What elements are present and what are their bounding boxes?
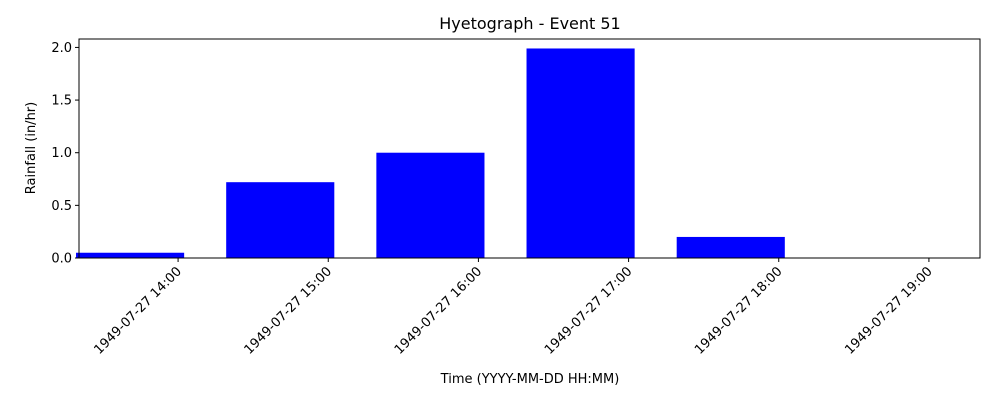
y-tick-label: 1.5	[51, 94, 72, 109]
bar-1	[226, 182, 335, 258]
axes-layer: 0.0 0.5 1.0 1.5 2.0 1949-07-27 14:00 1949-07-2…	[51, 38, 981, 358]
y-tick-label: 0.5	[51, 199, 72, 214]
plot-frame	[78, 38, 981, 259]
x-tick-label: 1949-07-27 15:00	[242, 264, 335, 357]
x-tick-label: 1949-07-27 16:00	[392, 264, 485, 357]
y-tick-label: 2.0	[51, 41, 72, 56]
bars-layer	[76, 48, 785, 259]
chart-title: Hyetograph - Event 51	[439, 14, 620, 33]
x-axis-title: Time (YYYY-MM-DD HH:MM)	[440, 372, 620, 387]
bar-3	[526, 48, 635, 259]
bar-0	[76, 252, 185, 258]
x-tick-label: 1949-07-27 17:00	[542, 264, 635, 357]
x-tick-label: 1949-07-27 18:00	[692, 264, 785, 357]
x-tick-label: 1949-07-27 14:00	[91, 264, 184, 357]
y-tick-label: 0.0	[51, 252, 72, 267]
y-tick-label: 1.0	[51, 146, 72, 161]
bar-2	[376, 152, 485, 258]
y-axis-title: Rainfall (in/hr)	[24, 102, 39, 194]
bar-4	[676, 236, 785, 258]
x-tick-label: 1949-07-27 19:00	[842, 264, 935, 357]
